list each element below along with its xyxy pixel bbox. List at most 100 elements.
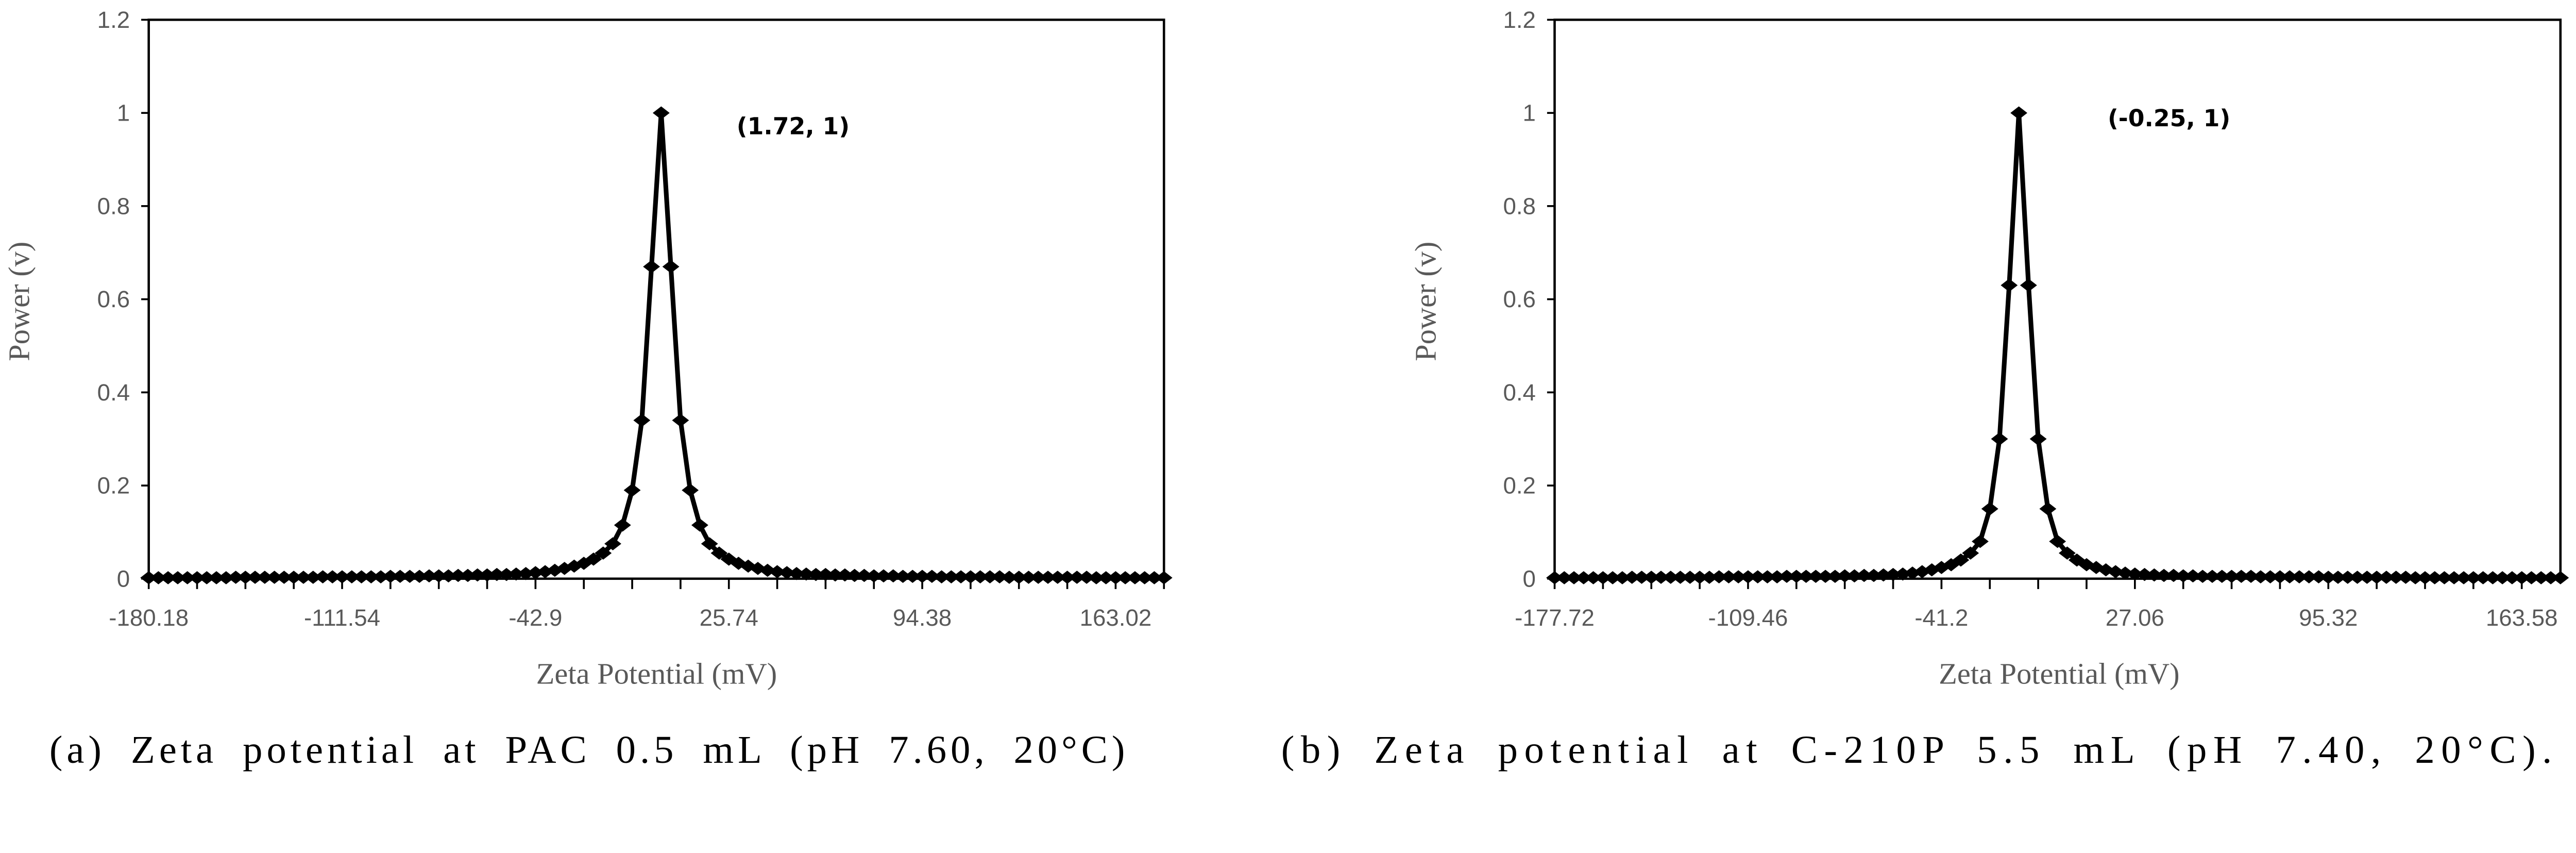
- chart-a-data-point: [1097, 571, 1115, 584]
- chart-a-data-point: [662, 260, 680, 274]
- chart-a-data-point: [1020, 571, 1037, 584]
- chart-b-data-point: [2542, 571, 2560, 584]
- chart-b-y-tick-label: 0.2: [1503, 473, 1535, 499]
- chart-a-data-point: [652, 106, 670, 120]
- chart-b-x-tick-label: -177.72: [1515, 605, 1595, 631]
- chart-a-data-point: [643, 260, 660, 274]
- chart-a-data-point: [614, 519, 631, 532]
- chart-b-data-point: [2484, 571, 2501, 584]
- chart-b-data-point: [2039, 502, 2057, 516]
- chart-a-data-point: [1107, 571, 1124, 584]
- chart-a-data-point: [691, 519, 708, 532]
- chart-b-data-point: [2513, 571, 2531, 584]
- figure: 0 0.2 0.4 0.6 0.8 1 1.2 -180.18 -111.54 -42.9 25.7…: [3, 7, 2569, 772]
- chart-b-data-point: [1855, 568, 1873, 582]
- chart-a-caption: (a) Zeta potential at PAC 0.5 mL (pH 7.6…: [49, 728, 1125, 772]
- chart-a-x-tick-label: 94.38: [893, 605, 952, 631]
- chart-b-data-point: [1633, 571, 1650, 584]
- chart-a-y-tick-label: 1: [117, 100, 130, 126]
- chart-a-data-point: [295, 571, 312, 584]
- chart-b-data-point: [2426, 571, 2444, 584]
- chart-b-data-point: [1614, 571, 1631, 584]
- chart-a-y-tick-label: 0.4: [97, 379, 130, 406]
- chart-a-data-point: [275, 571, 293, 584]
- chart-b-data-point: [2455, 571, 2472, 584]
- chart-a-data-point: [1116, 571, 1134, 584]
- chart-b-data-point: [2165, 568, 2182, 582]
- chart-a-y-tick-label: 1.2: [97, 7, 130, 33]
- chart-a-data-point: [217, 571, 235, 584]
- chart-b-y-tick-label: 1.2: [1503, 7, 1535, 33]
- chart-b-data-point: [2155, 568, 2173, 582]
- chart-b-data-point: [2010, 106, 2028, 120]
- chart-b-x-tick-label: -109.46: [1708, 605, 1788, 631]
- chart-a-y-tick-label: 0.6: [97, 286, 130, 312]
- chart-b-data-point: [2339, 571, 2357, 584]
- chart-a-marks: 0 0.2 0.4 0.6 0.8 1 1.2 -180.18 -111.54 -42.9 25.7…: [97, 7, 1173, 631]
- chart-a-data-point: [1049, 571, 1066, 584]
- chart-b-data-point: [1565, 571, 1583, 584]
- chart-a-x-tick-label: -42.9: [509, 605, 562, 631]
- chart-a-x-tick-label: 163.02: [1080, 605, 1152, 631]
- chart-a-data-point: [604, 537, 621, 550]
- chart-b-data-point: [1865, 568, 1883, 582]
- chart-b-data-point: [2145, 568, 2163, 582]
- chart-a-data-point: [1136, 571, 1154, 584]
- chart-b-data-point: [1575, 571, 1592, 584]
- chart-b-data-point: [2445, 571, 2463, 584]
- chart-a-y-tick-label: 0.2: [97, 473, 130, 499]
- chart-a-data-point: [701, 537, 718, 550]
- chart-a-data-point: [1126, 571, 1144, 584]
- chart-b-y-tick-label: 0.6: [1503, 286, 1535, 312]
- chart-b-x-axis-title: Zeta Potential (mV): [1939, 657, 2179, 690]
- chart-a-data-point: [198, 571, 215, 584]
- chart-b-data-point: [2465, 571, 2482, 584]
- chart-a-data-point: [1155, 571, 1173, 584]
- chart-a-data-point: [227, 571, 245, 584]
- chart-b-data-point: [1623, 571, 1641, 584]
- chart-b-data-point: [1555, 571, 1573, 584]
- chart-a-data-point: [236, 571, 254, 584]
- chart-b-data-point: [1594, 571, 1612, 584]
- chart-b-x-tick-label: -41.2: [1914, 605, 1968, 631]
- chart-b-data-point: [1981, 502, 1998, 516]
- chart-b-data-point: [2368, 571, 2385, 584]
- chart-b-data-point: [1701, 571, 1718, 584]
- chart-a-data-point: [469, 568, 486, 582]
- chart-a-plot-area: [147, 19, 1165, 580]
- chart-b-data-point: [1952, 553, 1970, 567]
- chart-b-data-point: [1972, 534, 1989, 548]
- chart-a-data-point: [826, 568, 844, 582]
- chart-b-data-point: [2532, 571, 2550, 584]
- chart-b-data-point: [2416, 571, 2434, 584]
- chart-b-plot-area: [1553, 19, 2562, 580]
- chart-a-data-point: [633, 413, 651, 427]
- chart-b-data-point: [1662, 571, 1680, 584]
- chart-a-data-point: [266, 571, 283, 584]
- chart-b-x-tick-label: 27.06: [2106, 605, 2164, 631]
- chart-b-data-point: [2436, 571, 2453, 584]
- chart-b-peak-label: (-0.25, 1): [2108, 105, 2230, 132]
- chart-a-data-point: [189, 571, 206, 584]
- chart-a-data-point: [1029, 571, 1047, 584]
- chart-a-data-point: [1146, 571, 1163, 584]
- chart-a-data-point: [1010, 571, 1028, 584]
- chart-a-data-point: [836, 568, 854, 582]
- chart-a-x-tick-label: 25.74: [700, 605, 758, 631]
- chart-a-data-point: [1001, 571, 1018, 584]
- chart-b-data-point: [1652, 571, 1670, 584]
- chart-a-data-point: [285, 571, 302, 584]
- chart-b-x-tick-label: 163.58: [2486, 605, 2558, 631]
- chart-b-data-point: [2475, 571, 2492, 584]
- chart-a-peak-label: (1.72, 1): [737, 112, 850, 140]
- chart-b-data-point: [2552, 571, 2569, 584]
- chart-a-data-point: [1068, 571, 1086, 584]
- chart-a-y-tick-label: 0: [117, 565, 130, 592]
- chart-b-y-tick-label: 0.4: [1503, 379, 1535, 406]
- chart-a-data-point: [179, 571, 196, 584]
- chart-a-y-tick-label: 0.8: [97, 193, 130, 219]
- chart-b-data-point: [2116, 566, 2134, 580]
- chart-b-data-point: [1585, 571, 1602, 584]
- chart-a-data-point: [479, 568, 496, 582]
- chart-b-x-tick-label: 95.32: [2299, 605, 2358, 631]
